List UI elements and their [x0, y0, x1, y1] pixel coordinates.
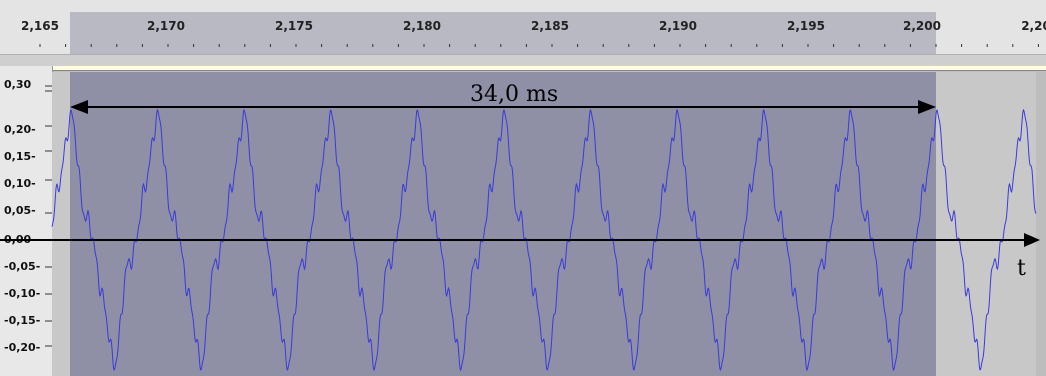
amplitude-label: 0,05-	[4, 204, 36, 217]
amplitude-scale	[0, 66, 53, 376]
amplitude-label: -0,20-	[4, 341, 41, 354]
ruler-selection-region[interactable]	[70, 12, 936, 54]
period-measure-label: 34,0 ms	[470, 82, 559, 107]
amplitude-label: 0,30	[4, 78, 32, 91]
time-axis-label: t	[1017, 256, 1026, 281]
period-arrowhead-right	[918, 100, 936, 114]
amplitude-label: 0,10-	[4, 177, 36, 190]
ruler-tick-label: 2,195	[787, 19, 825, 33]
ruler-ticks	[39, 44, 1039, 47]
ruler-tick-label: 2,165	[21, 19, 59, 33]
ruler-tick-label: 2,185	[531, 19, 569, 33]
waveform-line	[51, 108, 1037, 372]
time-axis-arrowhead	[1024, 233, 1040, 247]
ruler-tick-label: 2,190	[659, 19, 697, 33]
amplitude-label: 0,20-	[4, 123, 36, 136]
ruler-tick-label: 2,170	[147, 19, 185, 33]
amplitude-label: -0,10-	[4, 287, 41, 300]
ruler-tick-label: 2,20	[1021, 19, 1046, 33]
amplitude-label: -0,15-	[4, 314, 41, 327]
ruler-tick-label: 2,175	[275, 19, 313, 33]
amplitude-label: -0,05-	[4, 260, 41, 273]
amplitude-label: 0,15-	[4, 150, 36, 163]
ruler-tick-label: 2,180	[403, 19, 441, 33]
waveform-selection-region[interactable]	[70, 72, 936, 376]
audio-track[interactable]: 0,30 0,20- 0,15- 0,10- 0,05- 0,00- -0,05…	[0, 66, 1046, 376]
period-arrowhead-left	[70, 100, 88, 114]
amplitude-ticks	[45, 85, 52, 347]
track-top-border	[0, 66, 1046, 71]
timeline-ruler[interactable]: 2,165 2,170 2,175 2,180 2,185 2,190 2,19…	[0, 0, 1046, 54]
ruler-scroll-band	[0, 54, 1046, 67]
ruler-tick-label: 2,200	[903, 19, 941, 33]
